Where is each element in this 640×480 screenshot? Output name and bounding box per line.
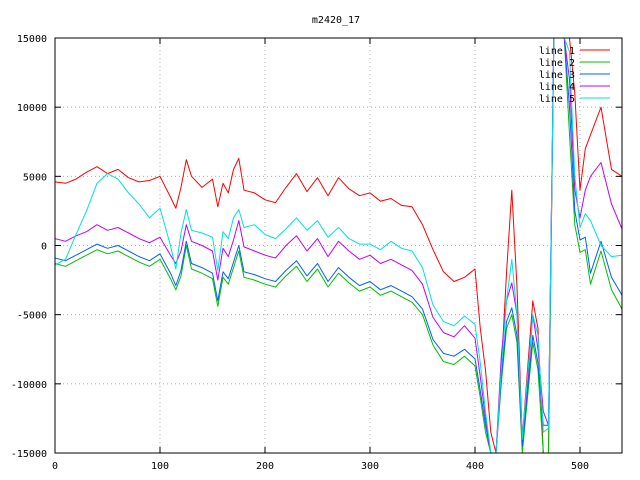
- y-tick-label: 10000: [17, 103, 47, 114]
- grid: [55, 38, 622, 453]
- legend-label-3: line 3: [539, 70, 575, 81]
- series-line-4: [55, 38, 622, 453]
- y-tick-label: -15000: [11, 449, 47, 460]
- y-tick-label: -5000: [17, 311, 47, 322]
- y-tick-label: 5000: [23, 172, 47, 183]
- series-lines: [55, 38, 622, 453]
- y-tick-label: -10000: [11, 380, 47, 391]
- series-line-5: [55, 38, 622, 453]
- x-tick-label: 500: [571, 461, 589, 472]
- x-tick-label: 100: [151, 461, 169, 472]
- chart-title: m2420_17: [312, 15, 360, 26]
- y-tick-label: 0: [41, 242, 47, 253]
- x-tick-label: 300: [361, 461, 379, 472]
- x-tick-label: 200: [256, 461, 274, 472]
- legend-label-2: line 2: [539, 58, 575, 69]
- legend-label-4: line 4: [539, 82, 575, 93]
- series-line-2: [55, 38, 622, 453]
- legend-label-1: line 1: [539, 46, 575, 57]
- series-line-1: [55, 38, 622, 453]
- axis-ticks: 0 100 200 300 400 500 -15000 -10000 -5000 0 5000 10…: [11, 34, 622, 472]
- plot-frame: [54, 37, 623, 454]
- x-tick-label: 400: [466, 461, 484, 472]
- legend-label-5: line 5: [539, 94, 575, 105]
- x-tick-label: 0: [52, 461, 58, 472]
- y-tick-label: 15000: [17, 34, 47, 45]
- series-line-3: [55, 38, 622, 453]
